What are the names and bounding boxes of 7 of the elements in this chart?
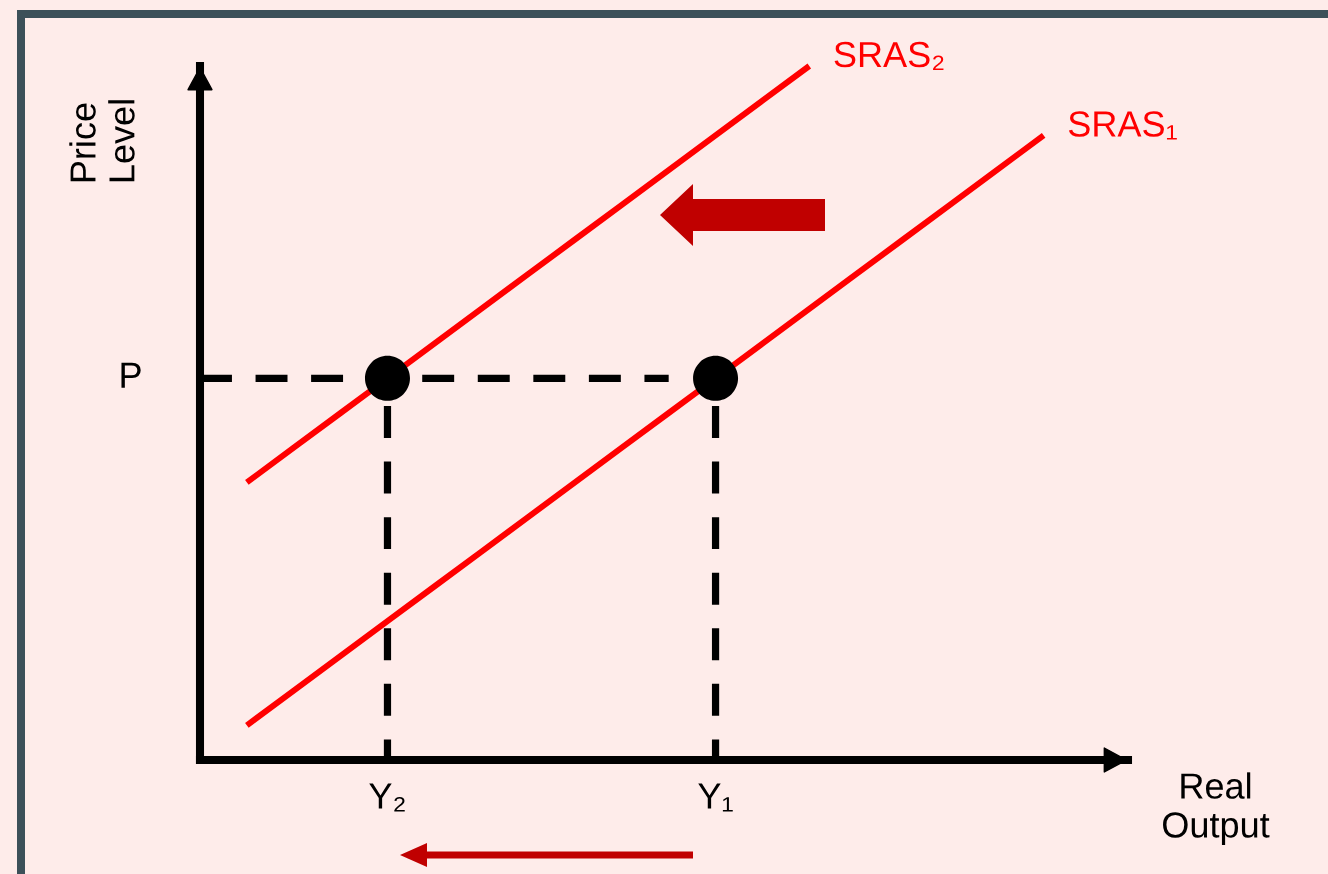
- series-label: SRAS₁: [1068, 111, 1177, 140]
- x-axis-title: Real Output: [1163, 772, 1270, 845]
- x-tick-label: Y₁: [698, 783, 733, 812]
- series-label: SRAS₂: [834, 41, 944, 71]
- x-tick-label: Y₂: [369, 783, 405, 812]
- text: P: [121, 362, 141, 388]
- y-axis-title: Price Level: [69, 100, 135, 182]
